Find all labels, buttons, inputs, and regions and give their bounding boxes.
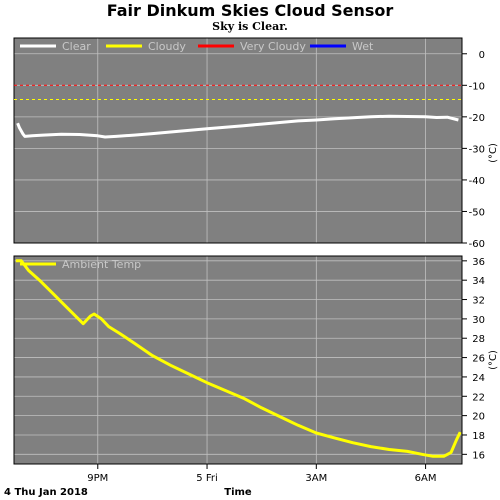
threshold-lines <box>14 84 462 100</box>
x-axis-ticks: 9PM 5 Fri 3AM 6AM <box>87 464 436 484</box>
legend-label: Wet <box>352 40 374 53</box>
y-tick-label: -10 <box>469 81 485 92</box>
top-legend: Clear Cloudy Very Cloudy Wet <box>20 40 374 53</box>
panel-frame <box>13 37 463 244</box>
y-tick-label: 24 <box>472 373 485 384</box>
y-tick-label: 32 <box>472 296 485 307</box>
series-line-ambient-temp <box>15 259 462 458</box>
bottom-grid <box>13 255 463 465</box>
bottom-y-ticks: 36 34 32 30 28 26 24 22 20 18 16 <box>462 257 485 461</box>
top-y-ticks: 0 -10 -20 -30 -40 -50 -60 <box>462 50 485 250</box>
series-line-clear <box>16 114 459 139</box>
panel-frame <box>13 255 463 465</box>
x-axis-label: Time <box>224 487 252 498</box>
top-y-unit: (°C) <box>488 143 499 163</box>
bottom-legend: Ambient Temp <box>20 258 141 271</box>
legend-label: Very Cloudy <box>240 40 306 53</box>
legend-label: Ambient Temp <box>62 258 141 271</box>
y-tick-label: 16 <box>472 450 485 461</box>
bottom-y-unit: (°C) <box>488 350 499 370</box>
y-tick-label: 36 <box>472 257 485 268</box>
x-tick-label: 6AM <box>415 473 437 484</box>
y-tick-label: 20 <box>472 412 485 423</box>
y-tick-label: 34 <box>472 276 485 287</box>
y-tick-label: 0 <box>479 50 485 61</box>
y-tick-label: 18 <box>472 431 485 442</box>
top-series <box>16 114 459 139</box>
x-tick-label: 5 Fri <box>196 473 217 484</box>
y-tick-label: -20 <box>469 113 485 124</box>
x-tick-label: 3AM <box>305 473 327 484</box>
y-tick-label: -30 <box>469 144 485 155</box>
y-tick-label: -40 <box>469 176 485 187</box>
chart-title: Fair Dinkum Skies Cloud Sensor <box>106 1 394 20</box>
y-tick-label: -60 <box>469 239 485 250</box>
sky-status: Sky is Clear. <box>212 20 288 33</box>
y-tick-label: 28 <box>472 334 485 345</box>
y-tick-label: 30 <box>472 315 485 326</box>
x-tick-label: 9PM <box>87 473 108 484</box>
legend-label: Cloudy <box>148 40 186 53</box>
y-tick-label: 26 <box>472 354 485 365</box>
date-label: 4 Thu Jan 2018 <box>4 487 88 498</box>
bottom-panel <box>14 256 462 464</box>
top-panel <box>14 38 462 243</box>
y-tick-label: -50 <box>469 207 485 218</box>
legend-label: Clear <box>62 40 91 53</box>
bottom-series <box>15 259 462 458</box>
y-tick-label: 22 <box>472 392 485 403</box>
